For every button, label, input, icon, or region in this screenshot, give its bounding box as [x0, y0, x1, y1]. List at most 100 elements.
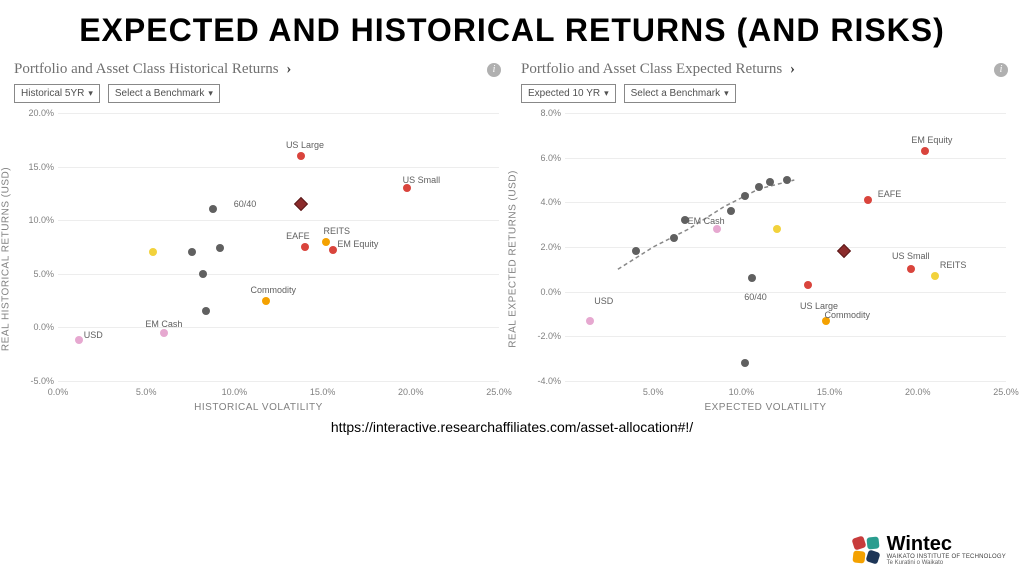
- gridline: [58, 274, 499, 275]
- data-point[interactable]: [766, 178, 774, 186]
- y-tick-label: 2.0%: [525, 242, 561, 252]
- y-tick-label: 15.0%: [18, 162, 54, 172]
- data-point[interactable]: [403, 184, 411, 192]
- data-point[interactable]: [262, 297, 270, 305]
- data-point[interactable]: [149, 248, 157, 256]
- left-x-axis-label: HISTORICAL VOLATILITY: [194, 402, 323, 413]
- data-point[interactable]: [160, 329, 168, 337]
- data-point-label: Commodity: [250, 285, 296, 295]
- data-point[interactable]: [741, 192, 749, 200]
- caret-down-icon: ▾: [208, 88, 213, 99]
- gridline: [565, 113, 1006, 114]
- logo-shape: [851, 535, 866, 550]
- gridline: [58, 327, 499, 328]
- y-tick-label: 5.0%: [18, 269, 54, 279]
- data-point-label: EM Cash: [145, 319, 182, 329]
- wintec-logo: Wintec WAIKATO INSTITUTE OF TECHNOLOGY T…: [851, 534, 1006, 566]
- data-point[interactable]: [907, 265, 915, 273]
- benchmark-diamond-icon[interactable]: [294, 197, 308, 211]
- x-tick-label: 15.0%: [310, 387, 336, 397]
- data-point[interactable]: [741, 359, 749, 367]
- x-tick-label: 10.0%: [222, 387, 248, 397]
- source-url: https://interactive.researchaffiliates.c…: [0, 409, 1024, 435]
- data-point[interactable]: [921, 147, 929, 155]
- data-point-label: US Large: [286, 140, 324, 150]
- chevron-right-icon[interactable]: ›: [790, 61, 795, 77]
- data-point[interactable]: [586, 317, 594, 325]
- benchmark-dropdown-label: Select a Benchmark: [631, 88, 721, 99]
- caret-down-icon: ▾: [724, 88, 729, 99]
- gridline: [565, 202, 1006, 203]
- period-dropdown[interactable]: Expected 10 YR ▾: [521, 84, 616, 103]
- benchmark-dropdown[interactable]: Select a Benchmark ▾: [624, 84, 736, 103]
- data-point[interactable]: [322, 238, 330, 246]
- period-dropdown-label: Expected 10 YR: [528, 88, 600, 99]
- left-plot: REAL HISTORICAL RETURNS (USD) HISTORICAL…: [10, 109, 507, 409]
- data-point-label: EM Equity: [337, 239, 378, 249]
- period-dropdown-label: Historical 5YR: [21, 88, 84, 99]
- logo-shape: [852, 550, 865, 563]
- data-point[interactable]: [755, 183, 763, 191]
- y-tick-label: -2.0%: [525, 331, 561, 341]
- logo-name: Wintec: [887, 534, 1006, 554]
- data-point-label: 60/40: [744, 292, 767, 302]
- data-point[interactable]: [783, 176, 791, 184]
- left-dropdown-row: Historical 5YR ▾ Select a Benchmark ▾: [10, 84, 507, 109]
- y-tick-label: 20.0%: [18, 108, 54, 118]
- data-point[interactable]: [202, 307, 210, 315]
- right-chart-panel: i Portfolio and Asset Class Expected Ret…: [517, 57, 1014, 409]
- data-point[interactable]: [199, 270, 207, 278]
- logo-text: Wintec WAIKATO INSTITUTE OF TECHNOLOGY T…: [887, 534, 1006, 566]
- gridline: [58, 381, 499, 382]
- data-point[interactable]: [773, 225, 781, 233]
- data-point-label: Commodity: [824, 310, 870, 320]
- gridline: [58, 167, 499, 168]
- benchmark-dropdown-label: Select a Benchmark: [115, 88, 205, 99]
- right-plot: REAL EXPECTED RETURNS (USD) EXPECTED VOL…: [517, 109, 1014, 409]
- data-point[interactable]: [804, 281, 812, 289]
- y-tick-label: 6.0%: [525, 153, 561, 163]
- data-point[interactable]: [931, 272, 939, 280]
- data-point[interactable]: [209, 205, 217, 213]
- data-point[interactable]: [748, 274, 756, 282]
- data-point[interactable]: [75, 336, 83, 344]
- logo-shape: [866, 536, 879, 549]
- x-tick-label: 15.0%: [817, 387, 843, 397]
- caret-down-icon: ▾: [88, 88, 93, 99]
- right-dropdown-row: Expected 10 YR ▾ Select a Benchmark ▾: [517, 84, 1014, 109]
- benchmark-dropdown[interactable]: Select a Benchmark ▾: [108, 84, 220, 103]
- data-point-label: EM Cash: [688, 216, 725, 226]
- period-dropdown[interactable]: Historical 5YR ▾: [14, 84, 100, 103]
- chevron-right-icon[interactable]: ›: [286, 61, 291, 77]
- info-icon[interactable]: i: [487, 63, 501, 77]
- x-tick-label: 20.0%: [905, 387, 931, 397]
- data-point[interactable]: [216, 244, 224, 252]
- y-tick-label: 10.0%: [18, 215, 54, 225]
- info-icon[interactable]: i: [994, 63, 1008, 77]
- data-point[interactable]: [188, 248, 196, 256]
- data-point[interactable]: [727, 207, 735, 215]
- data-point-label: US Small: [403, 175, 441, 185]
- x-tick-label: 25.0%: [486, 387, 512, 397]
- data-point[interactable]: [670, 234, 678, 242]
- data-point-label: USD: [84, 330, 103, 340]
- right-x-axis-label: EXPECTED VOLATILITY: [704, 402, 826, 413]
- data-point[interactable]: [632, 247, 640, 255]
- data-point[interactable]: [864, 196, 872, 204]
- data-point[interactable]: [329, 246, 337, 254]
- y-tick-label: 4.0%: [525, 197, 561, 207]
- data-point[interactable]: [713, 225, 721, 233]
- left-chart-panel: i Portfolio and Asset Class Historical R…: [10, 57, 507, 409]
- gridline: [58, 113, 499, 114]
- y-tick-label: 8.0%: [525, 108, 561, 118]
- right-y-axis-label: REAL EXPECTED RETURNS (USD): [508, 170, 519, 348]
- data-point-label: USD: [594, 296, 613, 306]
- charts-row: i Portfolio and Asset Class Historical R…: [0, 57, 1024, 409]
- x-tick-label: 10.0%: [729, 387, 755, 397]
- y-tick-label: 0.0%: [525, 287, 561, 297]
- data-point-label: REITS: [323, 226, 350, 236]
- right-panel-title: Portfolio and Asset Class Expected Retur…: [517, 57, 1014, 84]
- data-point[interactable]: [301, 243, 309, 251]
- logo-mark-icon: [851, 535, 881, 565]
- data-point[interactable]: [297, 152, 305, 160]
